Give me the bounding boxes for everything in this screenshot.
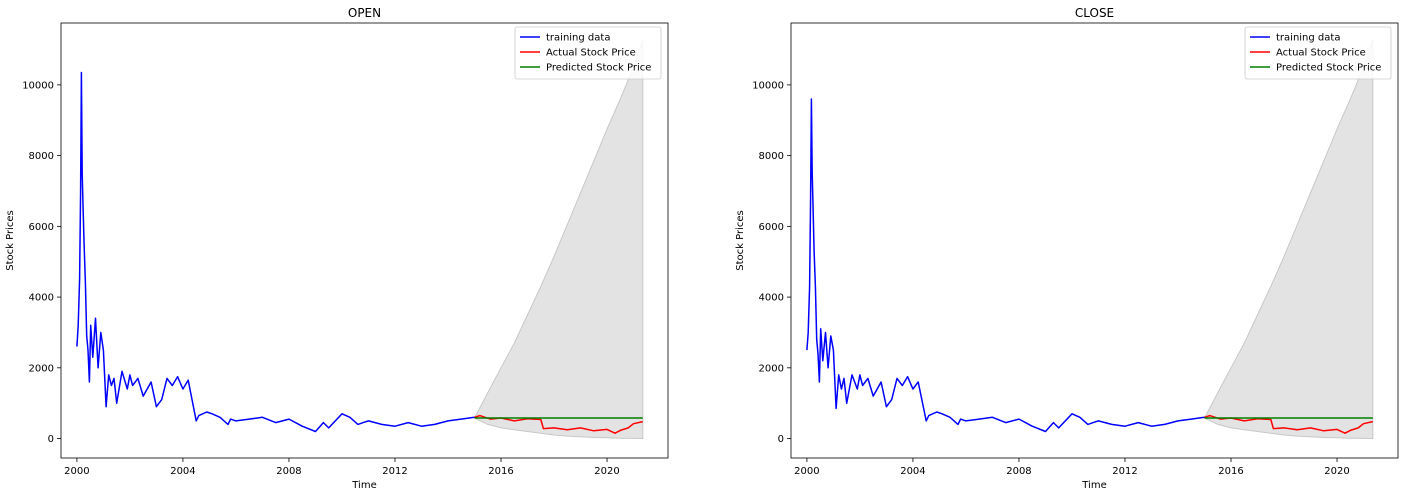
y-tick-label: 4000	[29, 293, 54, 304]
open-chart: 2000 2004 2008 2012 2016 2020 0 2000 4000 6000 800…	[5, 6, 669, 491]
y-tick-label: 6000	[759, 222, 784, 233]
chart-title: OPEN	[348, 6, 381, 20]
x-axis-label: Time	[351, 480, 376, 491]
x-tick-label: 2008	[276, 466, 301, 477]
y-tick-label: 4000	[759, 293, 784, 304]
legend-label: training data	[546, 33, 610, 44]
x-tick-label: 2016	[1218, 466, 1243, 477]
legend: training data Actual Stock Price Predicted…	[514, 26, 662, 80]
x-tick-label: 2020	[1324, 466, 1349, 477]
close-chart: 2000 2004 2008 2012 2016 2020 0 2000 4000 6000 800…	[735, 6, 1399, 491]
y-tick-label: 6000	[29, 222, 54, 233]
x-tick-label: 2004	[170, 466, 195, 477]
confidence-band	[473, 38, 644, 440]
x-tick-label: 2012	[1112, 466, 1137, 477]
y-tick-label: 2000	[759, 363, 784, 374]
training-data-line	[806, 98, 1205, 433]
y-axis-label: Stock Prices	[735, 210, 746, 270]
x-tick-label: 2004	[900, 466, 925, 477]
x-tick-label: 2000	[794, 466, 819, 477]
y-tick-label: 10000	[752, 80, 784, 91]
plot-area	[806, 38, 1374, 440]
axes-frame	[790, 22, 1399, 459]
x-tick-label: 2012	[382, 466, 407, 477]
legend-label: training data	[1276, 33, 1340, 44]
confidence-band	[1203, 38, 1374, 440]
y-tick-label: 8000	[29, 151, 54, 162]
legend-label: Actual Stock Price	[546, 48, 636, 59]
y-tick-label: 10000	[22, 80, 54, 91]
y-tick-label: 8000	[759, 151, 784, 162]
legend-label: Predicted Stock Price	[1276, 63, 1381, 74]
y-tick-label: 0	[48, 434, 54, 445]
chart-title: CLOSE	[1075, 6, 1114, 20]
axes-frame	[60, 22, 669, 459]
y-tick-label: 2000	[29, 363, 54, 374]
plot-area	[76, 38, 644, 440]
legend-box	[1244, 26, 1392, 80]
y-tick-label: 0	[778, 434, 784, 445]
x-tick-label: 2000	[64, 466, 89, 477]
legend-label: Actual Stock Price	[1276, 48, 1366, 59]
y-axis-label: Stock Prices	[5, 210, 16, 270]
x-tick-label: 2016	[488, 466, 513, 477]
x-axis-label: Time	[1081, 480, 1106, 491]
x-tick-label: 2020	[594, 466, 619, 477]
legend-box	[514, 26, 662, 80]
x-tick-label: 2008	[1006, 466, 1031, 477]
legend: training data Actual Stock Price Predicted…	[1244, 26, 1392, 80]
legend-label: Predicted Stock Price	[546, 63, 651, 74]
training-data-line	[76, 71, 475, 433]
